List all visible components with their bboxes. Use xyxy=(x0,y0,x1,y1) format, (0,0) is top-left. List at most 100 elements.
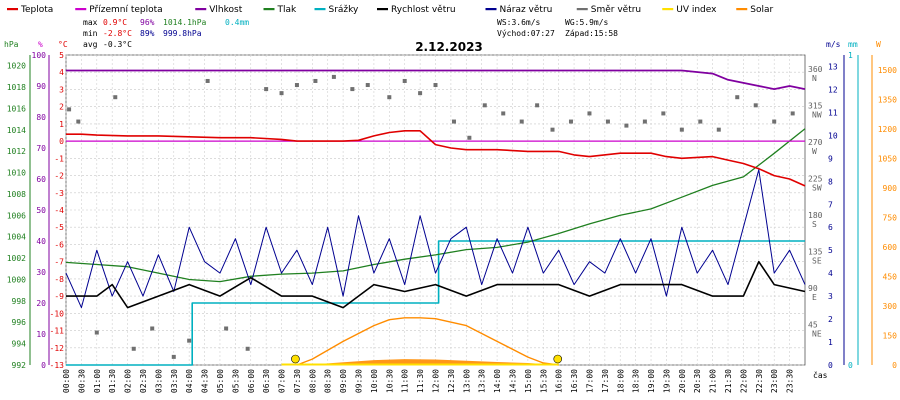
tick-w-2: 1200 xyxy=(878,125,897,134)
tick-w-9: 150 xyxy=(883,331,898,340)
wind-dir-point-27 xyxy=(535,103,540,108)
legend-swatch-9 xyxy=(736,8,748,11)
stat-wg: WG:5.9m/s xyxy=(565,18,609,27)
tick-x-47: 23:30 xyxy=(786,369,795,393)
tick-mm-0: 1 xyxy=(848,51,853,60)
tick-ms-0: 13 xyxy=(828,62,838,71)
wind-dir-point-20 xyxy=(418,91,423,96)
tick-x-7: 03:30 xyxy=(170,369,179,393)
tick-x-40: 20:00 xyxy=(678,369,687,393)
tick-x-16: 08:00 xyxy=(308,369,317,393)
tick-temp-9: -4 xyxy=(54,206,64,215)
tick-ms-10: 3 xyxy=(828,292,833,301)
wind-dir-point-34 xyxy=(661,111,666,116)
tick-x-43: 21:30 xyxy=(724,369,733,393)
tick-x-41: 20:30 xyxy=(693,369,702,393)
tick-x-2: 01:00 xyxy=(93,369,102,393)
wind-dir-point-12 xyxy=(279,91,284,96)
tick-x-25: 12:30 xyxy=(447,369,456,393)
axes: hPa% °C1020101810161014101210101008100610… xyxy=(4,40,897,393)
tick-hpa-13: 994 xyxy=(12,340,27,349)
tick-x-21: 10:30 xyxy=(385,369,394,393)
legend-label-4: Srážky xyxy=(329,5,360,15)
tick-ms-6: 7 xyxy=(828,200,833,209)
tick-x-24: 12:00 xyxy=(432,369,441,393)
series-temperature xyxy=(66,130,806,187)
tick-pct-0: 100 xyxy=(32,51,47,60)
tick-x-0: 00:00 xyxy=(62,369,71,393)
tick-hpa-12: 996 xyxy=(12,318,27,327)
tick-temp-8: -3 xyxy=(54,189,64,198)
legend-label-6: Náraz větru xyxy=(500,5,553,15)
tick-x-34: 17:00 xyxy=(585,369,594,393)
tick-x-6: 03:00 xyxy=(154,369,163,393)
tick-temp-13: -8 xyxy=(54,275,64,284)
tick-pct-10: 0 xyxy=(41,361,46,370)
stat-min-label: min xyxy=(83,29,98,38)
tick-pct-1: 90 xyxy=(36,82,46,91)
tick-temp-5: 0 xyxy=(59,137,64,146)
legend-swatch-2 xyxy=(195,8,207,11)
tick-temp-10: -5 xyxy=(54,223,64,232)
tick-dir-7: 45 xyxy=(808,320,818,329)
sunset-marker xyxy=(553,354,563,364)
tick-temp-3: 2 xyxy=(59,103,64,112)
tick-x-17: 08:30 xyxy=(324,369,333,393)
wind-dir-point-31 xyxy=(605,119,610,124)
legend-swatch-0 xyxy=(7,8,18,11)
tick-x-3: 01:30 xyxy=(108,369,117,393)
wind-dir-point-40 xyxy=(772,119,777,124)
tick-dir-name-3: SW xyxy=(812,183,822,192)
stat-min-hum: 89% xyxy=(140,29,155,38)
tick-ms-7: 6 xyxy=(828,223,833,232)
tick-x-42: 21:00 xyxy=(709,369,718,393)
stat-max-hum: 96% xyxy=(140,18,155,27)
wind-dir-point-11 xyxy=(264,87,269,92)
tick-ms-8: 5 xyxy=(828,246,833,255)
wind-dir-point-0 xyxy=(67,107,72,112)
wind-dir-point-39 xyxy=(753,103,758,108)
tick-x-15: 07:30 xyxy=(293,369,302,393)
tick-x-35: 17:30 xyxy=(601,369,610,393)
tick-x-4: 02:00 xyxy=(124,369,133,393)
tick-w-10: 0 xyxy=(892,361,897,370)
wind-dir-point-29 xyxy=(568,119,573,124)
stat-avg-temp: -0.3°C xyxy=(103,40,132,49)
legend-swatch-4 xyxy=(314,8,326,11)
tick-pct-4: 60 xyxy=(36,175,46,184)
tick-hpa-8: 1004 xyxy=(7,233,26,242)
legend: Teplota Přízemní teplota Vlhkost Tlak Srážky… xyxy=(7,5,773,15)
tick-x-28: 14:00 xyxy=(493,369,502,393)
legend-label-3: Tlak xyxy=(277,5,298,15)
tick-temp-11: -6 xyxy=(54,240,64,249)
tick-hpa-6: 1008 xyxy=(7,190,26,199)
legend-swatch-1 xyxy=(75,8,87,11)
tick-temp-18: -13 xyxy=(50,361,65,370)
wind-dir-point-1 xyxy=(76,119,81,124)
tick-x-44: 22:00 xyxy=(739,369,748,393)
tick-x-45: 22:30 xyxy=(755,369,764,393)
wind-dir-point-6 xyxy=(171,354,176,359)
stat-ws: WS:3.6m/s xyxy=(497,18,541,27)
stat-max-label: max xyxy=(83,18,98,27)
tick-w-3: 1050 xyxy=(878,154,897,163)
tick-temp-12: -7 xyxy=(54,258,64,267)
tick-x-37: 18:30 xyxy=(632,369,641,393)
series-pressure xyxy=(65,128,806,283)
tick-x-27: 13:30 xyxy=(478,369,487,393)
tick-x-36: 18:00 xyxy=(616,369,625,393)
series-wind-speed xyxy=(66,260,806,309)
wind-dir-point-19 xyxy=(402,78,407,83)
axis-pct-unit: % xyxy=(38,40,43,49)
tick-temp-14: -9 xyxy=(54,292,64,301)
tick-temp-1: 4 xyxy=(59,68,64,77)
tick-dir-name-1: NW xyxy=(812,110,822,119)
legend-label-2: Vlhkost xyxy=(209,5,242,15)
axis-temp-unit: °C xyxy=(58,40,68,49)
stat-sunrise: Východ:07:27 xyxy=(497,29,555,38)
tick-ms-9: 4 xyxy=(828,269,833,278)
tick-dir-3: 225 xyxy=(808,174,823,183)
series-solar xyxy=(296,317,559,366)
tick-x-8: 04:00 xyxy=(185,369,194,393)
tick-w-5: 750 xyxy=(883,213,898,222)
